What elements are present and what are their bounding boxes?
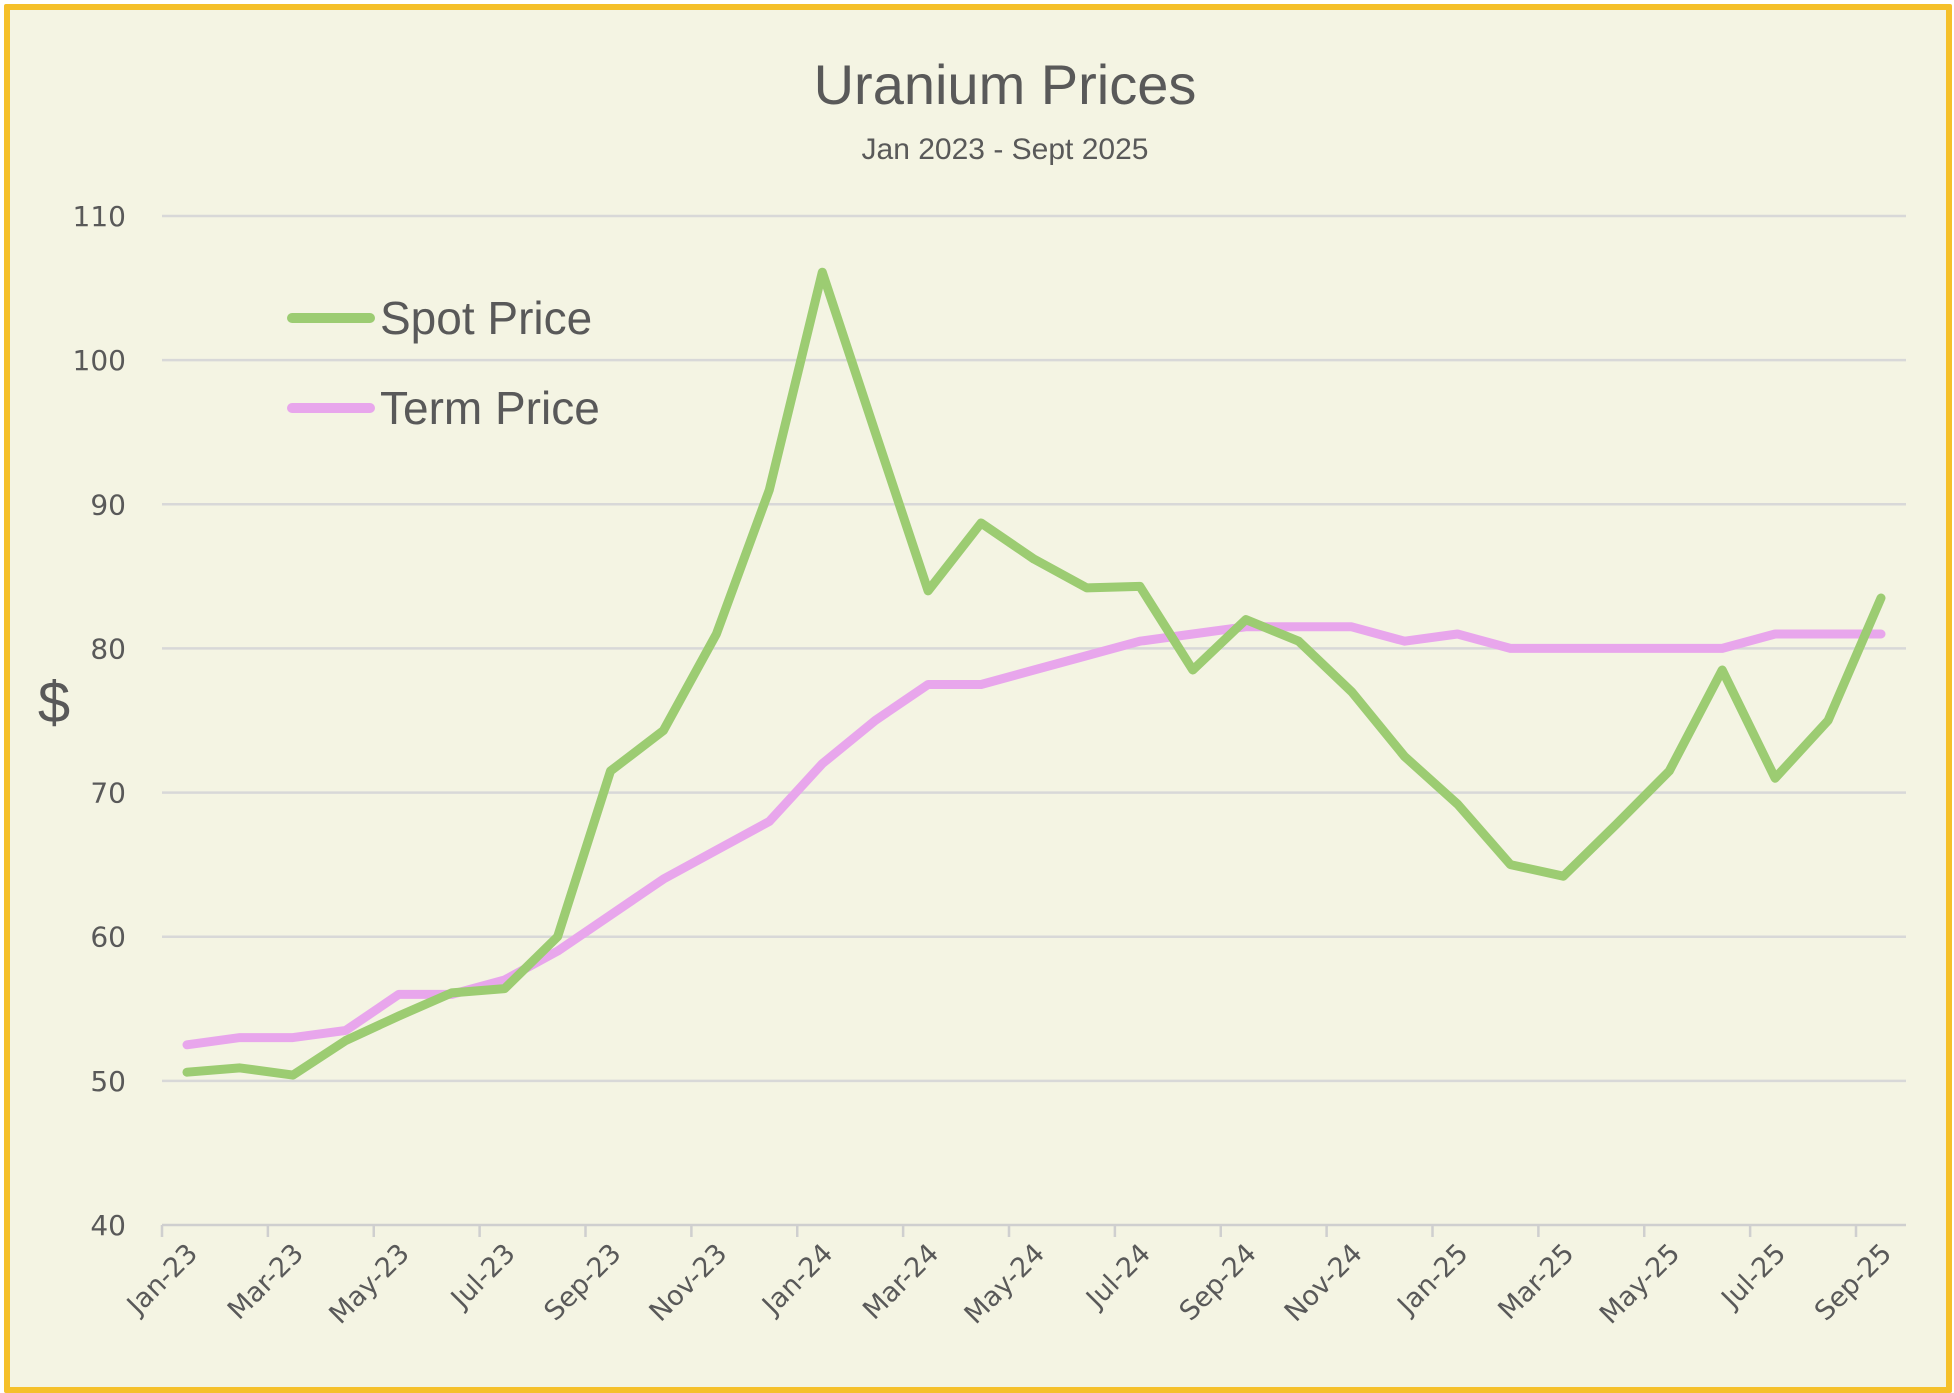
- x-tick-label: May-23: [323, 1238, 415, 1330]
- legend-label-term-price: Term Price: [380, 382, 600, 434]
- x-tick-label: Sep-25: [1809, 1238, 1898, 1327]
- x-tick-label: Jul-24: [1079, 1238, 1157, 1316]
- chart-subtitle: Jan 2023 - Sept 2025: [862, 133, 1149, 166]
- y-tick-label-90: 90: [90, 488, 126, 521]
- legend-label-spot-price: Spot Price: [380, 292, 592, 344]
- y-tick-label-110: 110: [73, 200, 126, 233]
- x-tick-label: Nov-24: [1279, 1238, 1369, 1328]
- y-axis-ticks: 40 50 60 70 80 90 100 110: [73, 200, 126, 1242]
- y-axis-label: $: [38, 670, 70, 735]
- chart-title: Uranium Prices: [814, 53, 1197, 116]
- x-axis: Jan-23 Mar-23 May-23 Jul-23 Sep-23 Nov-23 Jan-…: [120, 1223, 1906, 1330]
- gridlines: [162, 214, 1906, 1083]
- x-tick-label: May-24: [959, 1238, 1051, 1330]
- series-lines: [182, 267, 1886, 1080]
- x-tick-label: Nov-23: [643, 1238, 733, 1328]
- chart-frame: [4, 4, 1952, 1393]
- x-tick-label: Mar-23: [222, 1238, 310, 1326]
- y-tick-label-70: 70: [90, 777, 126, 810]
- x-tick-label: Jan-24: [755, 1238, 839, 1322]
- x-tick-label: Jan-23: [120, 1238, 204, 1322]
- x-tick-label: Jul-25: [1715, 1238, 1793, 1316]
- y-tick-label-100: 100: [73, 344, 126, 377]
- series-line-spot-price: [182, 267, 1886, 1080]
- x-tick-label: Sep-24: [1174, 1238, 1263, 1327]
- x-tick-label: Mar-24: [857, 1238, 945, 1326]
- x-tick-label: Jan-25: [1390, 1238, 1474, 1322]
- y-tick-label-80: 80: [90, 632, 126, 665]
- x-tick-label: Jul-23: [444, 1238, 522, 1316]
- y-tick-label-50: 50: [90, 1065, 126, 1098]
- x-tick-label: May-25: [1594, 1238, 1686, 1330]
- legend: Spot Price Term Price: [287, 292, 600, 434]
- x-tick-label: Mar-25: [1492, 1238, 1580, 1326]
- x-tick-label: Sep-23: [538, 1238, 627, 1327]
- series-line-term-price: [182, 622, 1886, 1050]
- y-tick-label-60: 60: [90, 921, 126, 954]
- y-tick-label-40: 40: [90, 1209, 126, 1242]
